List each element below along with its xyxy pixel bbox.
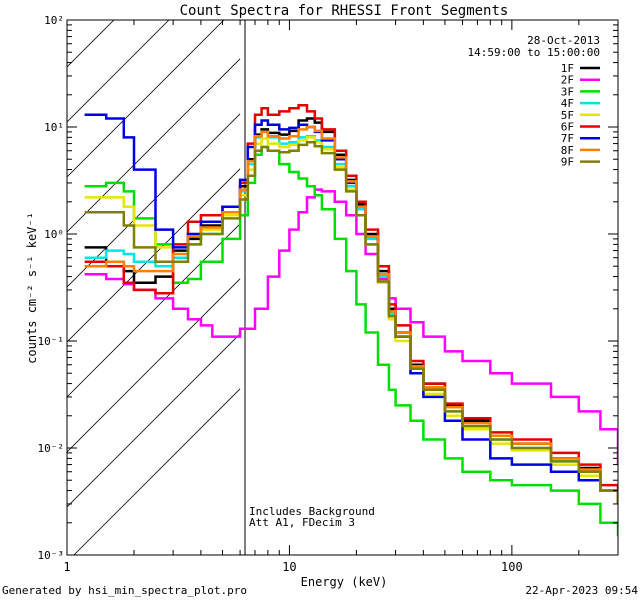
x-tick-label: 1	[63, 560, 70, 574]
x-major-ticks: 1 10 100	[63, 20, 523, 574]
series-line-3f	[84, 145, 618, 537]
y-tick-label: 10⁻³	[38, 549, 65, 562]
y-tick-label: 10⁻¹	[38, 335, 65, 348]
x-tick-label: 100	[501, 560, 523, 574]
series-line-2f	[84, 188, 618, 465]
hatch-line	[67, 20, 115, 68]
footer-generated: Generated by hsi_min_spectra_plot.pro	[2, 584, 247, 597]
date-label: 28-Oct-2013	[527, 34, 600, 47]
hatch-line	[67, 168, 241, 343]
legend-label-5f: 5F	[561, 109, 574, 122]
y-tick-label: 10²	[44, 14, 64, 27]
y-axis-label: counts cm⁻² s⁻¹ keV⁻¹	[25, 212, 39, 364]
hatch-line	[67, 58, 241, 233]
legend-label-6f: 6F	[561, 121, 574, 134]
y-tick-label: 10¹	[44, 121, 64, 134]
annotation-background: Includes Background	[249, 505, 375, 518]
legend-label-2f: 2F	[561, 74, 574, 87]
footer-date: 22-Apr-2023 09:54	[525, 584, 638, 597]
legend-label-8f: 8F	[561, 144, 574, 157]
hatch-line	[67, 20, 225, 178]
annotation-attenuator: Att A1, FDecim 3	[249, 516, 355, 529]
legend-label-4f: 4F	[561, 97, 574, 110]
hatch-line	[67, 278, 241, 453]
series-line-6f	[84, 103, 618, 497]
legend-label-7f: 7F	[561, 132, 574, 145]
y-minor-ticks	[67, 24, 618, 524]
time-range-label: 14:59:00 to 15:00:00	[468, 46, 600, 59]
series-line-8f	[84, 125, 618, 504]
x-axis-label: Energy (keV)	[301, 575, 388, 589]
hatch-line	[67, 333, 241, 508]
y-major-ticks: 10⁻³ 10⁻² 10⁻¹ 10⁰ 10¹ 10²	[38, 14, 618, 562]
plot-frame	[66, 19, 619, 556]
legend-label-3f: 3F	[561, 85, 574, 98]
hatch-line	[67, 223, 241, 398]
legend-label-1f: 1F	[561, 62, 574, 75]
hatched-region	[67, 20, 241, 555]
x-tick-label: 10	[282, 560, 296, 574]
y-tick-label: 10⁻²	[38, 442, 65, 455]
series-line-7f	[84, 113, 618, 504]
hatch-line	[73, 388, 241, 555]
chart-title: Count Spectra for RHESSI Front Segments	[180, 3, 509, 19]
hatch-line	[67, 20, 170, 123]
y-tick-label: 10⁰	[44, 228, 64, 241]
legend-label-9f: 9F	[561, 156, 574, 169]
series-line-9f	[84, 141, 618, 504]
x-minor-ticks	[133, 20, 619, 555]
